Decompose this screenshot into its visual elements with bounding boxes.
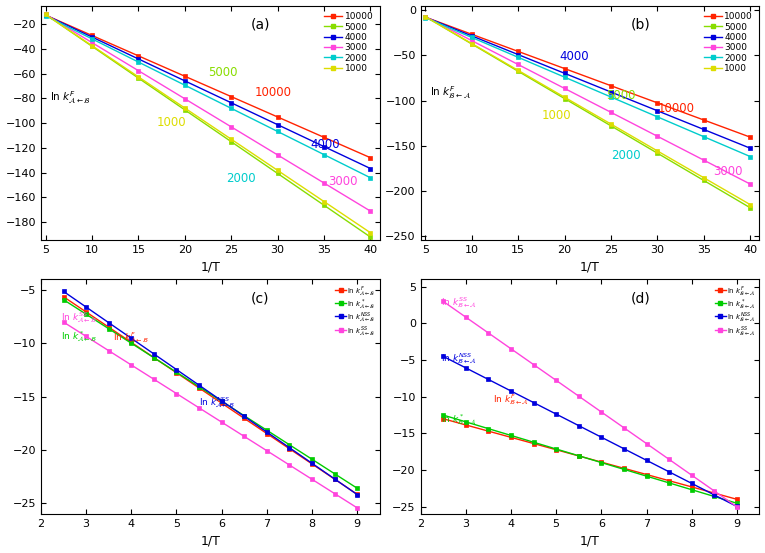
Text: 1000: 1000 bbox=[542, 108, 571, 122]
Text: 5000: 5000 bbox=[208, 66, 237, 79]
X-axis label: 1/T: 1/T bbox=[200, 534, 220, 547]
Text: 4000: 4000 bbox=[310, 138, 340, 151]
Text: $\ln\,k^{SS}_{\mathcal{B}\leftarrow\mathcal{A}}$: $\ln\,k^{SS}_{\mathcal{B}\leftarrow\math… bbox=[441, 295, 477, 310]
Legend: $\ln\,k^F_{\mathcal{B}\leftarrow\mathcal{A}}$, $\ln\,k^*_{\mathcal{B}\leftarrow\: $\ln\,k^F_{\mathcal{B}\leftarrow\mathcal… bbox=[715, 283, 756, 337]
Text: 10000: 10000 bbox=[657, 102, 695, 116]
Text: $\ln\,k^*_{\mathcal{B}\leftarrow\mathcal{A}}$: $\ln\,k^*_{\mathcal{B}\leftarrow\mathcal… bbox=[441, 413, 477, 427]
Text: 10000: 10000 bbox=[255, 86, 291, 99]
Text: 3000: 3000 bbox=[713, 165, 743, 178]
Text: $\ln\,k^F_{\mathcal{A}\leftarrow\mathcal{B}}$: $\ln\,k^F_{\mathcal{A}\leftarrow\mathcal… bbox=[50, 90, 91, 106]
Text: $\ln\,k^F_{\mathcal{A}\leftarrow\mathcal{B}}$: $\ln\,k^F_{\mathcal{A}\leftarrow\mathcal… bbox=[113, 330, 149, 345]
Text: $\ln\,k^F_{\mathcal{B}\leftarrow\mathcal{A}}$: $\ln\,k^F_{\mathcal{B}\leftarrow\mathcal… bbox=[430, 85, 470, 101]
Text: $\ln\,k^{NSS}_{\mathcal{B}\leftarrow\mathcal{A}}$: $\ln\,k^{NSS}_{\mathcal{B}\leftarrow\mat… bbox=[441, 352, 477, 366]
X-axis label: 1/T: 1/T bbox=[200, 261, 220, 274]
Legend: $\ln\,k^F_{\mathcal{A}\leftarrow\mathcal{B}}$, $\ln\,k^*_{\mathcal{A}\leftarrow\: $\ln\,k^F_{\mathcal{A}\leftarrow\mathcal… bbox=[335, 283, 376, 337]
Text: (b): (b) bbox=[630, 18, 650, 32]
X-axis label: 1/T: 1/T bbox=[580, 534, 600, 547]
Text: $\ln\,k^{SS}_{\mathcal{A}\leftarrow\mathcal{B}}$: $\ln\,k^{SS}_{\mathcal{A}\leftarrow\math… bbox=[61, 310, 97, 325]
Text: 4000: 4000 bbox=[560, 50, 590, 63]
Text: 2000: 2000 bbox=[226, 173, 256, 185]
Text: (c): (c) bbox=[251, 291, 269, 305]
Text: (a): (a) bbox=[251, 18, 271, 32]
Text: 2000: 2000 bbox=[611, 149, 640, 162]
Legend: 10000, 5000, 4000, 3000, 2000, 1000: 10000, 5000, 4000, 3000, 2000, 1000 bbox=[322, 11, 375, 75]
Text: $\ln\,k^{NSS}_{\mathcal{A}\leftarrow\mathcal{B}}$: $\ln\,k^{NSS}_{\mathcal{A}\leftarrow\mat… bbox=[199, 395, 235, 410]
Text: $\ln\,k^F_{\mathcal{B}\leftarrow\mathcal{A}}$: $\ln\,k^F_{\mathcal{B}\leftarrow\mathcal… bbox=[493, 393, 529, 407]
Text: 5000: 5000 bbox=[607, 89, 636, 102]
Text: 3000: 3000 bbox=[329, 175, 358, 188]
Text: (d): (d) bbox=[630, 291, 650, 305]
Legend: 10000, 5000, 4000, 3000, 2000, 1000: 10000, 5000, 4000, 3000, 2000, 1000 bbox=[702, 11, 755, 75]
Text: 1000: 1000 bbox=[157, 116, 187, 129]
X-axis label: 1/T: 1/T bbox=[580, 261, 600, 274]
Text: $\ln\,k^*_{\mathcal{A}\leftarrow\mathcal{B}}$: $\ln\,k^*_{\mathcal{A}\leftarrow\mathcal… bbox=[61, 330, 97, 344]
